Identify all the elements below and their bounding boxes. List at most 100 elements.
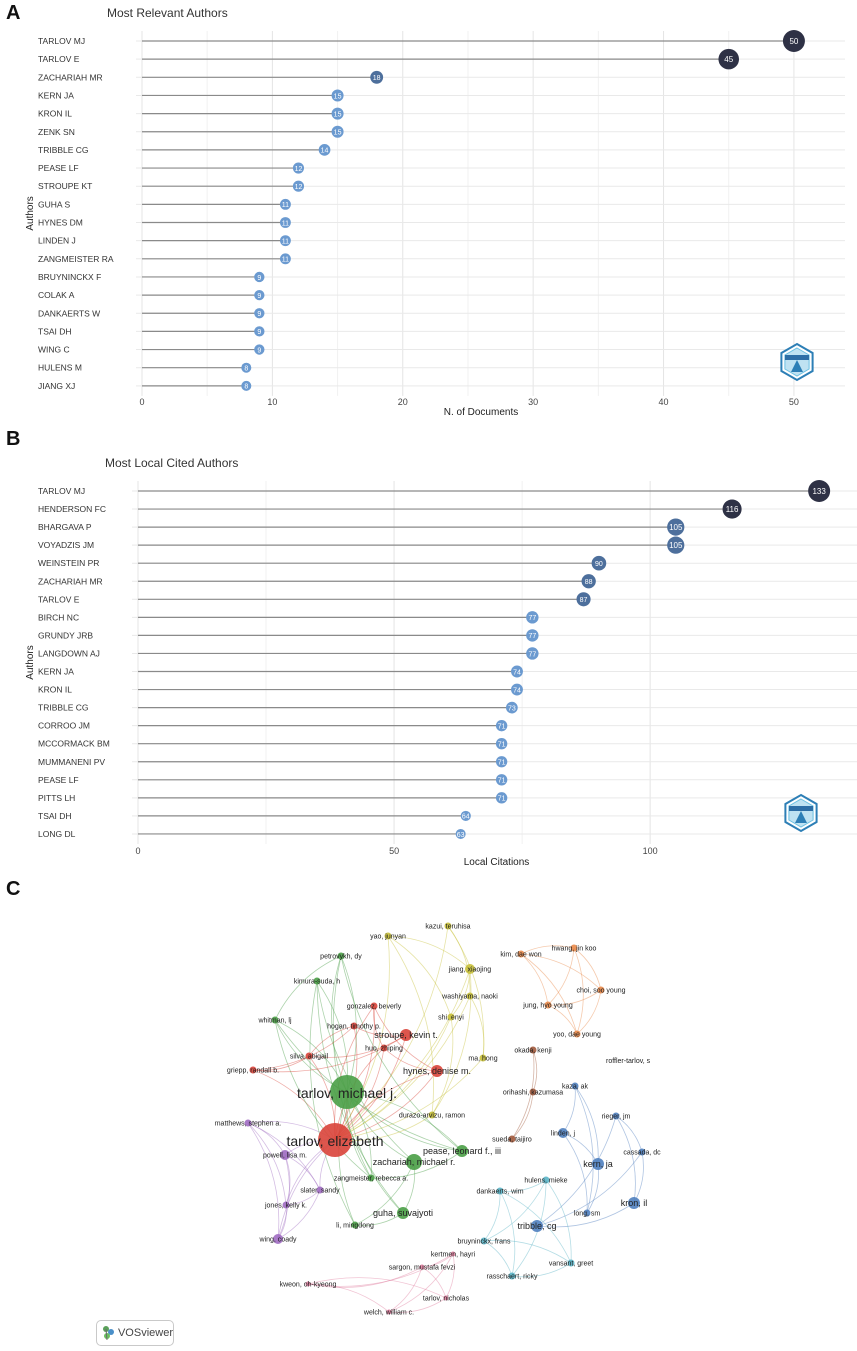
data-label: 9: [257, 275, 261, 282]
network-node-label: gonzalez, beverly: [347, 1003, 402, 1010]
network-link: [309, 980, 356, 1226]
y-tick-label: KERN JA: [38, 667, 74, 677]
data-label: 8: [244, 384, 248, 391]
network-node-label: jiang, xiaojing: [448, 966, 492, 973]
y-axis-label: Authors: [25, 196, 36, 230]
network-link: [536, 1202, 635, 1228]
network-node-label: tarlov, elizabeth: [286, 1133, 383, 1149]
data-label: 8: [244, 366, 248, 373]
network-link: [252, 1055, 310, 1071]
data-label: 77: [528, 651, 536, 658]
lollipop-dot: [495, 792, 508, 804]
network-node-label: hulens, mieke: [524, 1177, 567, 1184]
data-label: 88: [585, 579, 593, 586]
lollipop-dot: [279, 235, 291, 247]
lollipop-dot: [279, 198, 291, 210]
lollipop-dot: [526, 611, 539, 624]
data-label: 12: [295, 166, 303, 173]
network-node-label: kron, il: [621, 1198, 648, 1208]
network-node: [456, 1145, 468, 1157]
y-tick-label: LANGDOWN AJ: [38, 648, 100, 658]
lollipop-dot: [718, 48, 740, 70]
network-node: [571, 1082, 579, 1090]
lollipop-dot: [318, 144, 331, 156]
lollipop-dot: [511, 683, 523, 696]
network-node: [406, 1154, 422, 1170]
lollipop-dot: [331, 125, 344, 138]
data-label: 11: [282, 238, 289, 245]
network-link: [520, 953, 578, 1035]
lollipop-dot: [279, 253, 291, 265]
network-node: [351, 1221, 359, 1229]
network-link: [373, 1005, 438, 1072]
y-tick-label: PEASE LF: [38, 775, 79, 785]
network-link: [388, 1253, 454, 1313]
network-node-label: guha, suvajyoti: [373, 1208, 433, 1218]
y-tick-label: ZACHARIAH MR: [38, 72, 103, 82]
network-node: [583, 1209, 591, 1217]
chart-coauthorship-network: tarlov, michael j. tarlov, elizabeth zacha…: [215, 922, 661, 1316]
network-node: [316, 1186, 324, 1194]
network-node: [350, 1022, 358, 1030]
lollipop-dot: [782, 30, 805, 52]
network-link: [340, 955, 463, 1152]
network-node-label: jung, hyo young: [522, 1002, 573, 1009]
lollipop-dot: [591, 555, 607, 571]
network-node: [330, 1075, 364, 1109]
network-link: [346, 1091, 404, 1214]
network-node-label: hynes, denise m.: [403, 1066, 471, 1076]
data-label: 9: [257, 329, 261, 336]
x-tick-label: 10: [267, 397, 277, 407]
chart-most-local-cited-authors: 0 50 100 Most Local Cited Authors Local Cita…: [25, 456, 857, 868]
y-tick-label: ZANGMEISTER RA: [38, 254, 114, 264]
network-node: [337, 952, 345, 960]
network-node-label: rasschaert, ricky: [487, 1273, 538, 1280]
lollipop-dot: [455, 828, 466, 839]
network-link: [562, 1132, 588, 1214]
y-tick-label: TARLOV MJ: [38, 486, 85, 496]
lollipop-dot: [667, 536, 685, 554]
network-node: [380, 1044, 388, 1052]
network-node-label: kertmen, hayri: [431, 1251, 476, 1258]
y-tick-label: TARLOV E: [38, 594, 80, 604]
y-tick-label: PEASE LF: [38, 163, 79, 173]
network-node-label: linden, j: [551, 1130, 576, 1137]
x-tick-label: 20: [398, 397, 408, 407]
network-link: [247, 1122, 280, 1240]
network-link: [499, 1190, 572, 1264]
y-tick-label: STROUPE KT: [38, 181, 92, 191]
lollipop-dot: [495, 719, 508, 732]
network-node: [597, 986, 605, 994]
network-link: [615, 1115, 636, 1204]
network-link: [247, 1122, 286, 1156]
network-link: [511, 1262, 572, 1278]
network-node: [573, 1030, 581, 1038]
network-node: [386, 1309, 392, 1315]
network-node-label: pease, leonard f., iii: [423, 1146, 501, 1156]
network-link: [387, 935, 435, 1116]
lollipop-dot: [576, 592, 591, 607]
network-node-label: kaza, ak: [562, 1083, 589, 1090]
y-tick-label: CORROO JM: [38, 721, 90, 731]
network-link: [387, 935, 452, 1018]
network-node: [318, 1123, 352, 1157]
y-tick-label: TARLOV MJ: [38, 36, 85, 46]
network-link: [431, 1016, 454, 1116]
lollipop-dot: [526, 629, 539, 642]
network-node-label: griepp, randall b.: [227, 1067, 279, 1074]
lollipop-dot: [370, 70, 384, 84]
network-link: [388, 1266, 423, 1313]
y-tick-label: HULENS M: [38, 363, 82, 373]
y-tick-label: GRUNDY JRB: [38, 630, 93, 640]
network-node-label: huo, zhiping: [365, 1045, 403, 1052]
chart-title: Most Local Cited Authors: [105, 456, 238, 470]
data-label: 9: [257, 347, 261, 354]
data-label: 11: [282, 220, 289, 227]
network-link: [469, 995, 485, 1059]
data-label: 105: [669, 541, 683, 550]
network-link: [520, 953, 602, 991]
network-link: [247, 1122, 287, 1206]
network-node: [450, 1251, 456, 1257]
y-tick-label: JIANG XJ: [38, 381, 75, 391]
network-node: [367, 1174, 375, 1182]
